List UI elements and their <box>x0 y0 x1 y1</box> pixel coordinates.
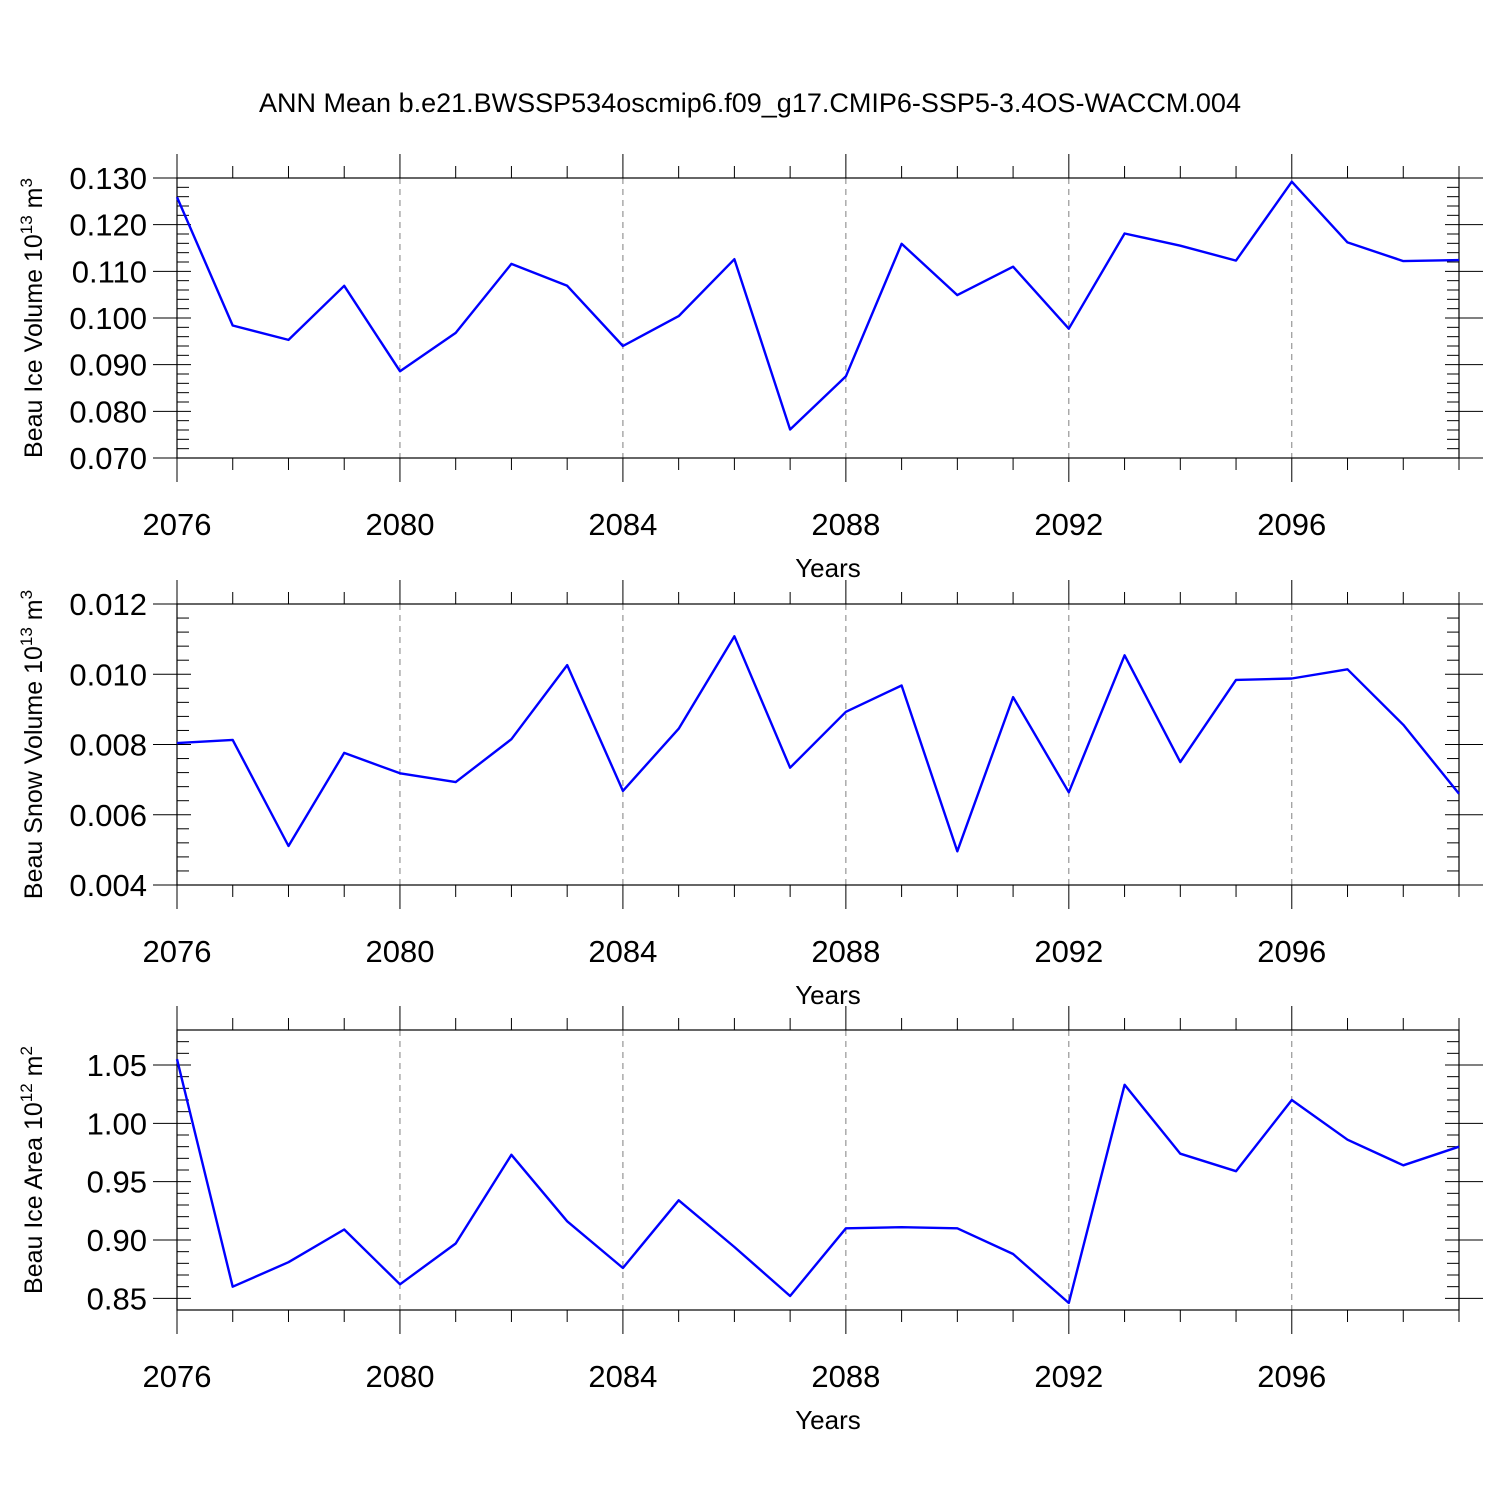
y-tick-label: 0.120 <box>69 208 147 243</box>
chart-panel-2: 0.004 0.006 0.008 0.010 0.012 2076 2080 2084 208… <box>17 580 1483 1010</box>
x-tick-label: 2080 <box>365 1359 434 1394</box>
x-tick-label: 2096 <box>1257 507 1326 542</box>
x-tick-label: 2084 <box>588 934 657 969</box>
x-tick-label: 2084 <box>588 1359 657 1394</box>
chart-title: ANN Mean b.e21.BWSSP534oscmip6.f09_g17.C… <box>259 88 1241 118</box>
y-tick-label: 0.100 <box>69 301 147 336</box>
x-tick-label: 2088 <box>811 934 880 969</box>
y-tick-label: 1.00 <box>87 1106 147 1141</box>
y-axis-label-unit-exponent: 3 <box>17 590 36 599</box>
y-axis-label-base: Beau Ice Area 10 <box>20 1102 48 1294</box>
y-tick-label: 0.130 <box>69 161 147 196</box>
y-axis-label-unit: m <box>20 187 48 215</box>
x-tick-label: 2092 <box>1034 507 1103 542</box>
y-axis-label-unit-exponent: 3 <box>17 178 36 187</box>
data-series-line <box>175 180 1460 431</box>
x-tick-label: 2076 <box>143 1359 212 1394</box>
x-tick-label: 2096 <box>1257 1359 1326 1394</box>
y-axis-label: Beau Snow Volume 1013 m3 <box>17 590 48 899</box>
y-tick-label: 0.006 <box>69 798 147 833</box>
y-tick-label: 0.012 <box>69 587 147 622</box>
x-tick-label: 2080 <box>365 507 434 542</box>
y-tick-label: 0.85 <box>87 1281 147 1316</box>
x-tick-label: 2088 <box>811 1359 880 1394</box>
plot-frame <box>176 1029 1460 1311</box>
y-axis-label-unit-exponent: 2 <box>17 1046 36 1055</box>
x-tick-label: 2088 <box>811 507 880 542</box>
x-tick-label: 2096 <box>1257 934 1326 969</box>
y-tick-label: 0.080 <box>69 394 147 429</box>
y-tick-label: 0.010 <box>69 657 147 692</box>
x-axis-label: Years <box>795 553 861 583</box>
x-tick-label: 2080 <box>365 934 434 969</box>
x-tick-label: 2084 <box>588 507 657 542</box>
x-axis-label: Years <box>795 980 861 1010</box>
y-tick-label: 0.004 <box>69 868 147 903</box>
y-axis-label: Beau Ice Area 1012 m2 <box>17 1046 48 1294</box>
y-axis-label-exponent: 13 <box>17 627 36 646</box>
y-axis-label-base: Beau Ice Volume 10 <box>20 234 48 458</box>
y-axis-label-exponent: 12 <box>17 1083 36 1102</box>
y-tick-label: 0.008 <box>69 728 147 763</box>
x-tick-label: 2092 <box>1034 1359 1103 1394</box>
y-axis-label-unit: m <box>20 1055 48 1083</box>
x-tick-label: 2076 <box>143 507 212 542</box>
y-axis-label-exponent: 13 <box>17 215 36 234</box>
y-tick-label: 0.95 <box>87 1165 147 1200</box>
y-tick-label: 0.110 <box>72 254 147 289</box>
data-series-line <box>175 1058 1460 1305</box>
y-tick-label: 0.070 <box>69 441 147 476</box>
data-series-line <box>176 635 1460 853</box>
y-tick-label: 1.05 <box>87 1048 147 1083</box>
y-axis-label-unit: m <box>20 599 48 627</box>
x-tick-label: 2076 <box>143 934 212 969</box>
y-axis-label: Beau Ice Volume 1013 m3 <box>17 178 48 458</box>
chart-panel-3: 0.85 0.90 0.95 1.00 1.05 2076 2080 2084 2088 2092… <box>17 1006 1483 1435</box>
plot-frame <box>176 603 1460 886</box>
y-tick-label: 0.090 <box>69 348 147 383</box>
chart-panel-1: 0.070 0.080 0.090 0.100 0.110 0.120 0.130 2076 2… <box>17 154 1483 583</box>
y-tick-label: 0.90 <box>87 1223 147 1258</box>
plot-frame <box>176 177 1460 459</box>
y-axis-label-base: Beau Snow Volume 10 <box>20 646 48 899</box>
x-axis-label: Years <box>795 1405 861 1435</box>
x-tick-label: 2092 <box>1034 934 1103 969</box>
